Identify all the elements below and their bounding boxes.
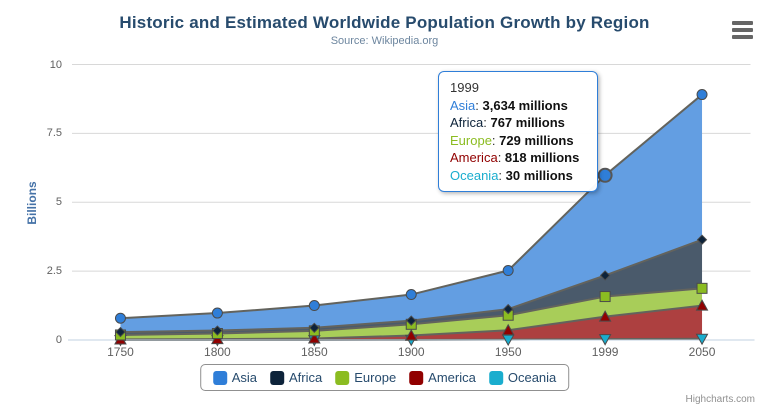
legend-label: Oceania [507,370,557,385]
chart-title: Historic and Estimated Worldwide Populat… [119,13,650,32]
context-menu-button[interactable] [732,21,753,39]
tooltip-row: Asia: 3,634 millions [450,97,568,113]
legend-item-europe[interactable]: Europe [335,370,396,385]
y-axis-tick-label: 10 [49,58,62,71]
legend-label: Europe [354,370,397,385]
legend-label: America [428,370,476,385]
tooltip-row: Europe: 729 millions [450,132,574,148]
tooltip-row: Oceania: 30 millions [450,167,573,183]
legend-label: Asia [231,370,258,385]
credits-link[interactable]: Highcharts.com [685,394,755,405]
legend-swatch-icon [212,370,227,385]
x-axis-tick-label: 1800 [204,345,231,359]
tooltip: 1999 Asia: 3,634 millions Africa: 767 mil… [438,71,598,192]
hamburger-icon [732,35,753,39]
x-axis-tick-label: 1999 [591,345,619,359]
legend-item-asia[interactable]: Asia [212,370,258,385]
y-axis-tick-label: 7.5 [46,127,62,140]
y-axis-tick-label: 2.5 [46,265,62,278]
legend-item-america[interactable]: America [409,370,476,385]
x-axis-tick-label: 1750 [107,345,134,359]
legend-swatch-icon [488,370,503,385]
x-axis-tick-label: 1900 [397,345,425,359]
legend-swatch-icon [409,370,424,385]
x-axis-tick-label: 1950 [494,345,522,359]
legend-item-africa[interactable]: Africa [270,370,322,385]
legend-item-oceania[interactable]: Oceania [488,370,557,385]
tooltip-row: Africa: 767 millions [450,115,565,130]
y-axis-tick-label: 5 [55,196,62,209]
chart-subtitle: Source: Wikipedia.org [330,35,439,47]
legend: Asia Africa Europe America Oceania [199,364,570,391]
legend-swatch-icon [270,370,285,385]
tooltip-row: America: 818 millions [450,150,580,165]
tooltip-header: 1999 [450,80,479,95]
y-axis-tick-label: 0 [55,334,62,346]
x-axis-tick-label: 2050 [688,345,716,359]
legend-label: Africa [289,370,323,385]
x-axis-tick-label: 1850 [300,345,328,359]
hamburger-icon [732,28,753,32]
hamburger-icon [732,21,753,25]
legend-swatch-icon [335,370,350,385]
